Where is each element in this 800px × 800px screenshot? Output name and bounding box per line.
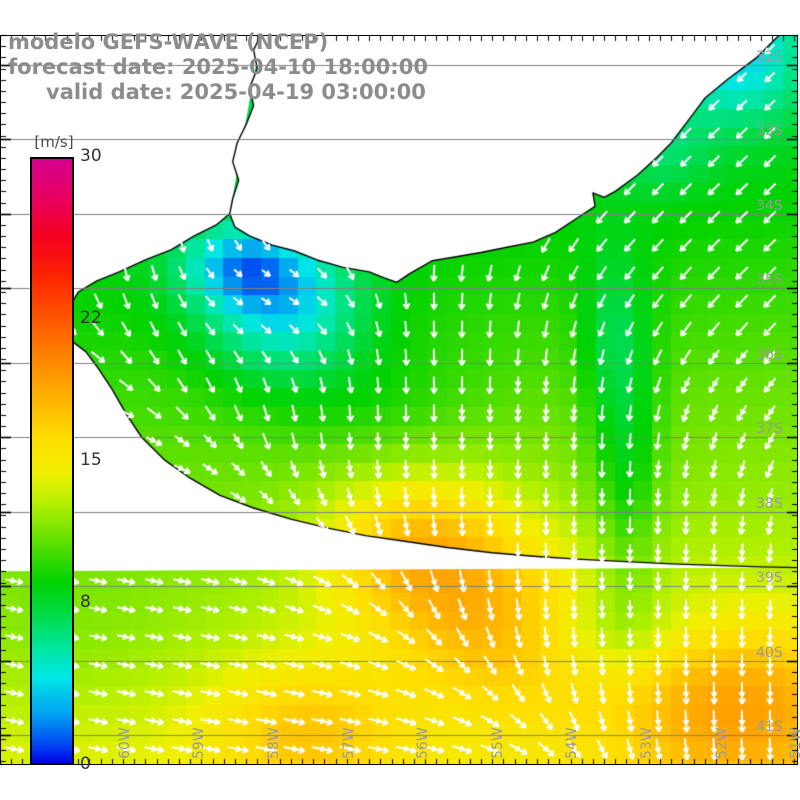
colorbar-tick-label: 22: [80, 308, 102, 329]
colorbar-tick-label: 15: [80, 450, 102, 470]
latitude-label: 34S: [756, 197, 783, 214]
longitude-label: 57W: [340, 727, 357, 759]
colorbar-gradient: [30, 157, 74, 765]
longitude-label: 56W: [415, 727, 432, 759]
colorbar-tick-label: 0: [80, 754, 91, 774]
longitude-label: 55W: [489, 727, 506, 759]
latitude-label: 33S: [756, 123, 783, 140]
wind-vector-arrows-layer: [0, 35, 798, 765]
latitude-label: 40S: [756, 644, 783, 661]
longitude-label: 51W: [788, 727, 800, 759]
latitude-label: 39S: [756, 570, 783, 587]
longitude-label: 58W: [266, 727, 283, 759]
latitude-label: 35S: [756, 272, 783, 289]
colorbar: [m/s] 30 22 15 8 0: [30, 133, 102, 774]
latitude-label: 37S: [756, 421, 783, 438]
longitude-label: 53W: [638, 727, 655, 759]
latitude-label: 38S: [756, 495, 783, 512]
latitude-label: 36S: [756, 346, 783, 363]
colorbar-tick-label: 8: [80, 591, 91, 612]
longitude-label: 52W: [713, 727, 730, 759]
latitude-label: 32S: [756, 48, 783, 65]
longitude-label: 59W: [191, 727, 208, 759]
colorbar-unit-label: [m/s]: [34, 133, 74, 151]
map-plot-area: [0, 35, 798, 765]
longitude-label: 60W: [116, 727, 133, 759]
longitude-label: 54W: [564, 727, 581, 759]
colorbar-tick-label: 30: [80, 146, 102, 166]
latitude-label: 41S: [756, 719, 783, 736]
